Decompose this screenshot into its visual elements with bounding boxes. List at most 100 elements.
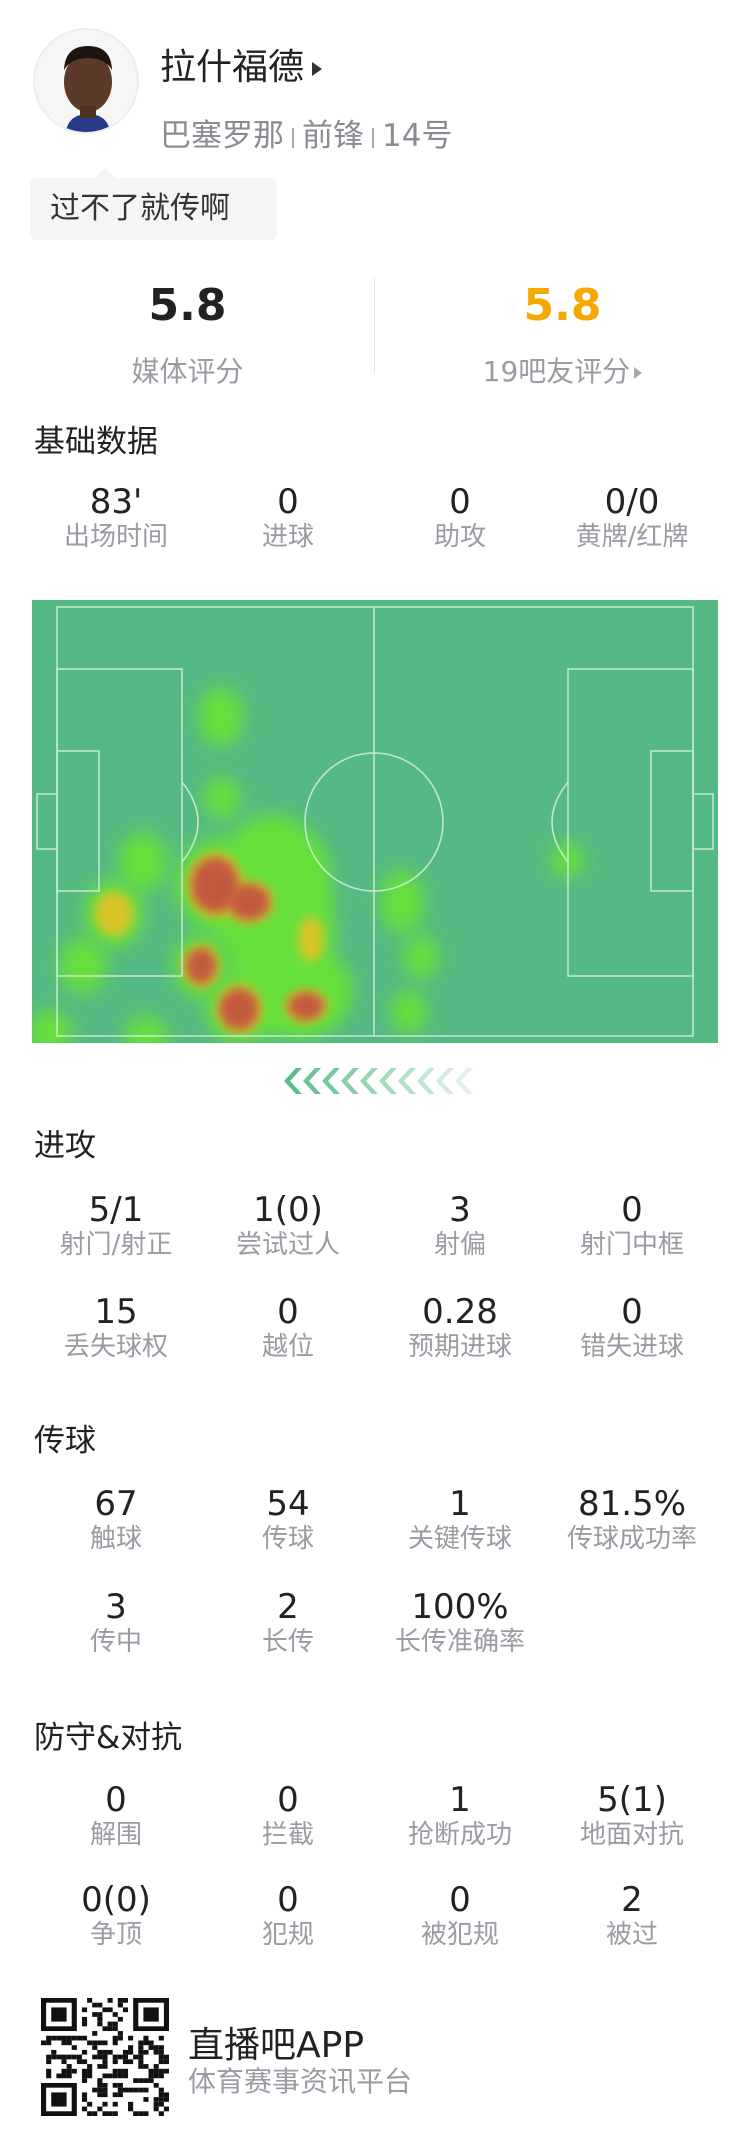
stat-label: 越位 (261, 1332, 314, 1362)
stat-value: 0 (277, 1780, 299, 1820)
pitch-boundary (56, 606, 694, 1037)
stat-item: 3 传中 (30, 1588, 202, 1658)
stat-item: 0 进球 (202, 483, 374, 553)
stat-label: 丢失球权 (63, 1332, 168, 1362)
heat-spot (28, 1010, 72, 1054)
stat-value: 81.5% (577, 1484, 686, 1524)
stat-value: 0 (277, 1292, 299, 1332)
stat-label: 地面对抗 (579, 1820, 684, 1850)
stat-label: 触球 (89, 1524, 142, 1554)
heat-spot (298, 916, 324, 962)
team: 巴塞罗那 (160, 118, 284, 154)
heat-layer (28, 687, 583, 1056)
stat-label: 进球 (261, 522, 314, 552)
stat-label: 传球 (261, 1524, 314, 1554)
section-title-passing: 传球 (34, 1423, 96, 1459)
stat-label: 长传 (261, 1627, 314, 1657)
player-avatar[interactable] (33, 28, 139, 134)
stat-value: 0 (449, 482, 471, 522)
stat-item: 0 射门中框 (546, 1191, 718, 1261)
stat-item: 0.28 预期进球 (374, 1293, 546, 1363)
left-goal-area (56, 750, 100, 892)
position: 前锋 (302, 118, 364, 154)
heat-spot (403, 935, 439, 979)
stat-value: 83' (89, 482, 143, 522)
stat-value: 0 (449, 1880, 471, 1920)
chevron-left-icon (379, 1068, 397, 1094)
stat-value: 3 (105, 1587, 127, 1627)
app-slogan: 体育赛事资讯平台 (188, 2065, 413, 2098)
chevron-left-icon (341, 1068, 359, 1094)
heat-spot (59, 938, 107, 994)
chevron-left-icon (303, 1068, 321, 1094)
stat-label: 预期进球 (407, 1332, 512, 1362)
fan-rating-value: 5.8 (523, 280, 602, 331)
stat-item: 0 错失进球 (546, 1293, 718, 1363)
stat-label: 错失进球 (579, 1332, 684, 1362)
stat-label: 拦截 (261, 1820, 314, 1850)
heat-spot (380, 870, 424, 934)
stat-label: 犯规 (261, 1920, 314, 1950)
stat-value: 54 (266, 1484, 310, 1524)
stat-label: 传球成功率 (566, 1524, 697, 1554)
chevron-left-icon (284, 1068, 302, 1094)
fan-rating-text: 19吧友评分 (482, 355, 631, 388)
stat-item: 5(1) 地面对抗 (546, 1781, 718, 1851)
stat-item: 0 犯规 (202, 1881, 374, 1951)
right-penalty-arc (551, 781, 569, 863)
heat-spot (185, 947, 217, 985)
stat-value: 1 (449, 1484, 471, 1524)
stat-value: 0 (621, 1292, 643, 1332)
stat-item: 81.5% 传球成功率 (546, 1485, 718, 1555)
left-penalty-arc (181, 781, 199, 863)
player-name: 拉什福德 (160, 47, 305, 88)
app-name: 直播吧APP (188, 2025, 365, 2066)
stat-label: 解围 (89, 1820, 142, 1850)
stat-value: 15 (94, 1292, 138, 1332)
stat-item: 0 拦截 (202, 1781, 374, 1851)
section-title-defense: 防守&对抗 (34, 1720, 183, 1756)
fan-rating-label[interactable]: 19吧友评分 (375, 350, 750, 390)
right-goal-area (650, 750, 694, 892)
divider (292, 127, 294, 148)
divider (372, 127, 374, 148)
stat-item: 1 抢断成功 (374, 1781, 546, 1851)
stat-label: 黄牌/红牌 (575, 522, 689, 552)
heatmap (28, 600, 718, 1056)
caret-right-icon (634, 367, 643, 379)
stat-value: 1 (449, 1780, 471, 1820)
media-rating: 5.8 媒体评分 (0, 280, 375, 390)
stat-label: 出场时间 (63, 522, 168, 552)
stat-label: 射门中框 (579, 1230, 684, 1260)
stat-item: 0(0) 争顶 (30, 1881, 202, 1951)
stat-item: 100% 长传准确率 (374, 1588, 546, 1658)
stat-label: 争顶 (89, 1920, 142, 1950)
chevron-left-icon (417, 1068, 435, 1094)
stat-value: 67 (94, 1484, 138, 1524)
player-info: 巴塞罗那 前锋 14号 (160, 110, 452, 155)
right-goal (692, 793, 714, 850)
stat-label: 抢断成功 (407, 1820, 512, 1850)
heat-spot (94, 891, 134, 937)
stat-item: 15 丢失球权 (30, 1293, 202, 1363)
stat-item: 0 越位 (202, 1293, 374, 1363)
heat-spot (204, 776, 240, 820)
stat-value: 0.28 (422, 1292, 498, 1332)
stat-label: 射门/射正 (59, 1230, 173, 1260)
stat-label: 被过 (605, 1920, 658, 1950)
chevron-left-icon (322, 1068, 340, 1094)
qr-code-icon (41, 1998, 169, 2116)
stat-value: 3 (449, 1190, 471, 1230)
media-rating-label: 媒体评分 (131, 355, 244, 388)
chevron-left-icon (455, 1068, 473, 1094)
stat-value: 5/1 (88, 1190, 144, 1230)
fan-rating[interactable]: 5.8 19吧友评分 (375, 280, 750, 390)
stat-item: 0 助攻 (374, 483, 546, 553)
stat-item: 5/1 射门/射正 (30, 1191, 202, 1261)
stat-item: 1(0) 尝试过人 (202, 1191, 374, 1261)
player-name-link[interactable]: 拉什福德 (160, 38, 323, 90)
chevron-left-icon (398, 1068, 416, 1094)
stat-item: 3 射偏 (374, 1191, 546, 1261)
section-title-basic: 基础数据 (34, 424, 158, 460)
stat-label: 关键传球 (407, 1524, 512, 1554)
